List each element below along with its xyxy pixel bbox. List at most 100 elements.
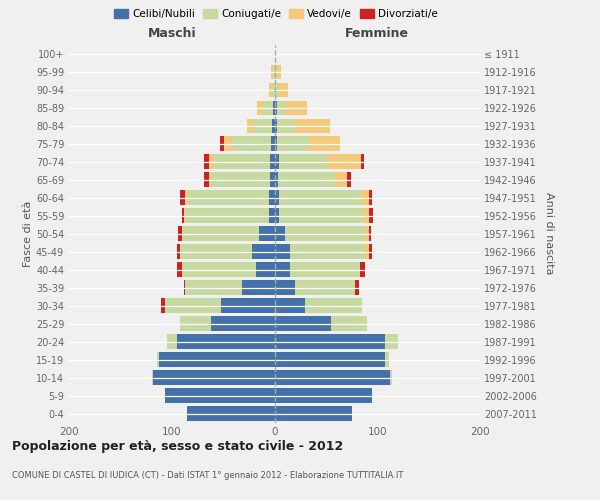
Bar <box>335 172 347 187</box>
Bar <box>180 190 185 205</box>
Bar <box>153 370 275 385</box>
Bar <box>164 298 221 313</box>
Bar <box>275 118 277 134</box>
Bar <box>224 136 232 151</box>
Bar <box>275 172 278 187</box>
Bar <box>274 64 275 80</box>
Bar <box>256 262 275 277</box>
Bar <box>161 298 164 313</box>
Bar <box>272 82 275 98</box>
Bar <box>252 118 272 134</box>
Bar <box>275 226 285 241</box>
Bar <box>305 298 362 313</box>
Bar <box>275 406 352 421</box>
Bar <box>275 280 295 295</box>
Bar <box>361 154 364 169</box>
Bar <box>182 208 184 223</box>
Bar <box>275 352 385 367</box>
Bar <box>328 154 361 169</box>
Bar <box>275 316 331 331</box>
Bar <box>247 118 252 134</box>
Bar <box>187 406 275 421</box>
Bar <box>271 172 275 187</box>
Bar <box>152 370 153 385</box>
Bar <box>182 262 256 277</box>
Bar <box>274 100 275 116</box>
Bar <box>363 208 369 223</box>
Bar <box>278 172 335 187</box>
Bar <box>263 100 274 116</box>
Bar <box>385 352 389 367</box>
Bar <box>185 190 187 205</box>
Bar <box>180 316 211 331</box>
Bar <box>164 388 275 403</box>
Bar <box>389 370 392 385</box>
Bar <box>369 208 373 223</box>
Bar <box>271 154 275 169</box>
Text: Popolazione per età, sesso e stato civile - 2012: Popolazione per età, sesso e stato civil… <box>12 440 343 453</box>
Bar <box>275 136 277 151</box>
Bar <box>211 316 275 331</box>
Bar <box>369 244 372 259</box>
Bar <box>275 190 278 205</box>
Bar <box>364 244 369 259</box>
Bar <box>285 100 307 116</box>
Legend: Celibi/Nubili, Coniugati/e, Vedovi/e, Divorziati/e: Celibi/Nubili, Coniugati/e, Vedovi/e, Di… <box>110 5 442 24</box>
Bar <box>295 118 330 134</box>
Bar <box>184 208 185 223</box>
Bar <box>160 352 275 367</box>
Bar <box>285 226 365 241</box>
Bar <box>157 352 160 367</box>
Bar <box>355 280 359 295</box>
Y-axis label: Anni di nascita: Anni di nascita <box>544 192 554 275</box>
Bar <box>220 136 224 151</box>
Bar <box>182 226 259 241</box>
Bar <box>221 298 275 313</box>
Bar <box>369 226 371 241</box>
Bar <box>272 118 275 134</box>
Bar <box>177 244 180 259</box>
Bar <box>185 208 269 223</box>
Bar <box>180 244 252 259</box>
Bar <box>269 190 275 205</box>
Bar <box>275 334 385 349</box>
Bar <box>211 172 271 187</box>
Bar <box>214 154 271 169</box>
Bar <box>209 154 214 169</box>
Bar <box>275 208 278 223</box>
Bar <box>275 82 278 98</box>
Bar <box>271 136 275 151</box>
Bar <box>331 316 367 331</box>
Bar <box>275 100 277 116</box>
Y-axis label: Fasce di età: Fasce di età <box>23 200 33 267</box>
Bar <box>295 280 355 295</box>
Bar <box>203 172 209 187</box>
Bar <box>369 190 372 205</box>
Bar <box>278 82 288 98</box>
Bar <box>187 190 269 205</box>
Bar <box>178 226 182 241</box>
Bar <box>167 334 177 349</box>
Bar <box>277 100 285 116</box>
Bar <box>209 172 211 187</box>
Bar <box>278 208 363 223</box>
Text: Maschi: Maschi <box>148 26 196 40</box>
Bar <box>277 118 295 134</box>
Bar <box>275 244 290 259</box>
Bar <box>385 334 398 349</box>
Bar <box>275 370 389 385</box>
Bar <box>275 388 372 403</box>
Bar <box>184 280 185 295</box>
Bar <box>177 262 182 277</box>
Bar <box>275 262 290 277</box>
Bar <box>275 298 305 313</box>
Bar <box>177 334 275 349</box>
Bar <box>259 226 275 241</box>
Text: COMUNE DI CASTEL DI IUDICA (CT) - Dati ISTAT 1° gennaio 2012 - Elaborazione TUTT: COMUNE DI CASTEL DI IUDICA (CT) - Dati I… <box>12 470 403 480</box>
Bar <box>252 244 275 259</box>
Bar <box>257 100 263 116</box>
Bar <box>269 82 272 98</box>
Bar <box>361 190 369 205</box>
Bar <box>203 154 209 169</box>
Text: Femmine: Femmine <box>345 26 409 40</box>
